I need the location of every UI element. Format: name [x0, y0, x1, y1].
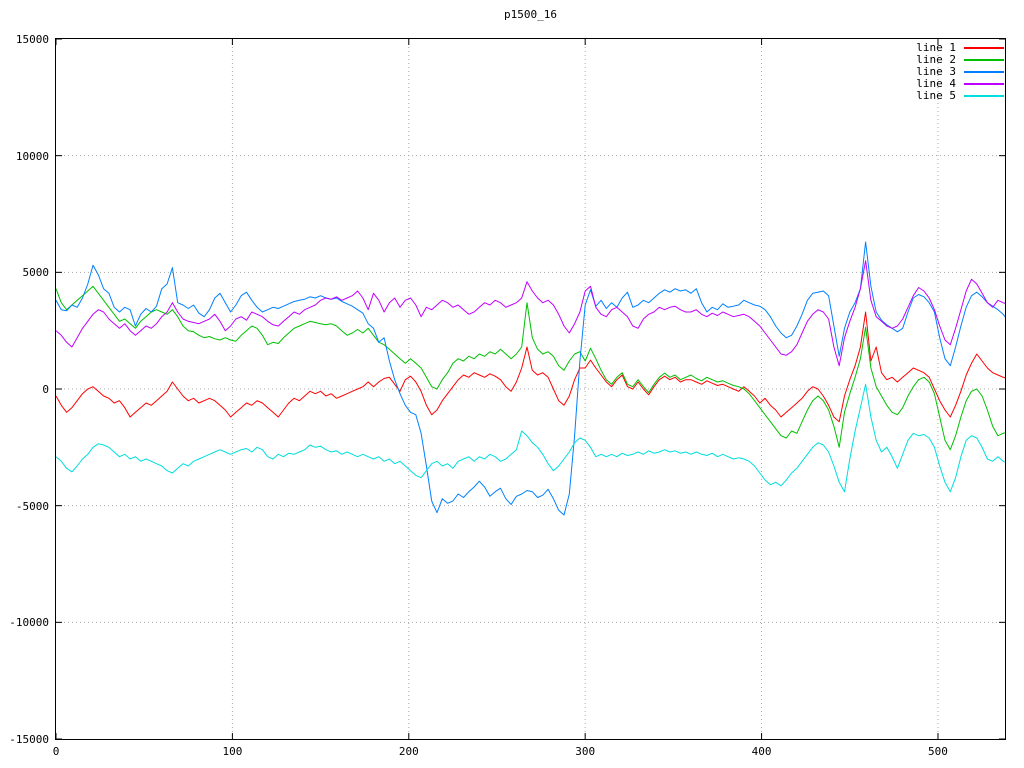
legend-label: line 3 — [916, 65, 956, 78]
y-tick-label: 15000 — [15, 33, 49, 46]
series-line-2 — [56, 285, 1005, 451]
legend-label: line 2 — [916, 53, 956, 66]
x-tick-label: 100 — [222, 745, 243, 758]
legend-label: line 1 — [916, 41, 956, 54]
legend-line-sample — [964, 59, 1004, 61]
y-tick-label: 5000 — [22, 266, 50, 280]
y-tick-label: -10000 — [9, 616, 49, 630]
y-tick-label: -15000 — [9, 733, 49, 746]
plot-area — [55, 38, 1006, 740]
legend-item: line 5 — [916, 90, 1004, 102]
series-line-3 — [56, 241, 1005, 516]
y-tick-label: -5000 — [15, 499, 49, 513]
y-tick-label: 0 — [42, 383, 49, 396]
legend-line-sample — [964, 83, 1004, 85]
x-tick-label: 300 — [575, 745, 596, 758]
legend-label: line 4 — [916, 77, 956, 90]
legend-item: line 2 — [916, 54, 1004, 66]
series-line-1 — [56, 311, 1005, 423]
y-tick-label: 10000 — [15, 149, 49, 163]
series-line-4 — [56, 260, 1005, 367]
x-tick-label: 200 — [398, 745, 419, 758]
legend-item: line 3 — [916, 66, 1004, 78]
plot-canvas — [56, 39, 1005, 739]
legend-item: line 4 — [916, 78, 1004, 90]
legend-line-sample — [964, 71, 1004, 73]
x-tick-label: 500 — [928, 745, 948, 758]
legend-line-sample — [964, 47, 1004, 49]
legend: line 1 line 2 line 3 line 4 line 5 — [916, 42, 1004, 102]
series-line-5 — [56, 383, 1005, 493]
legend-item: line 1 — [916, 42, 1004, 54]
x-tick-label: 0 — [52, 745, 60, 758]
legend-line-sample — [964, 95, 1004, 97]
legend-label: line 5 — [916, 89, 956, 102]
x-tick-label: 400 — [751, 745, 772, 758]
chart-title: p1500_16 — [504, 8, 557, 21]
